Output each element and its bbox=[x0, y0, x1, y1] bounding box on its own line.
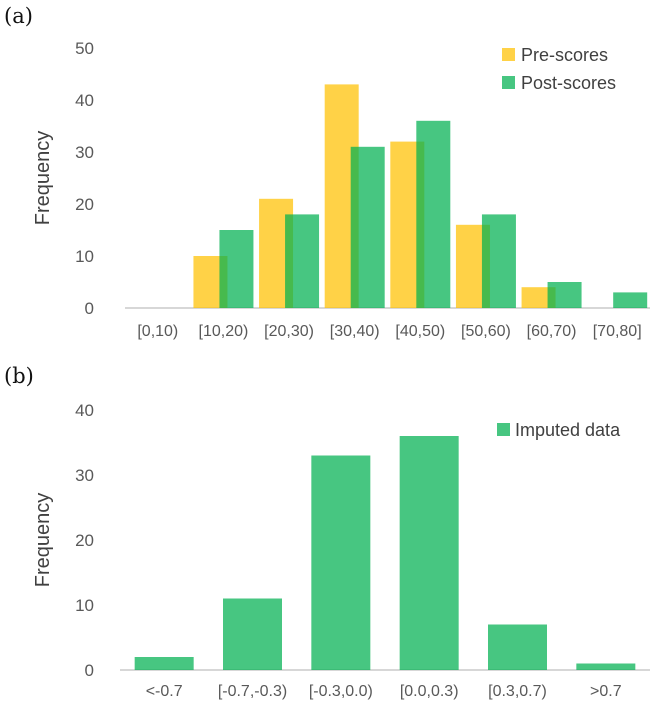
legend-swatch-post bbox=[502, 76, 515, 89]
x-tick-label: [0.3,0.7) bbox=[488, 683, 547, 700]
x-tick-label: [70,80] bbox=[593, 323, 642, 340]
x-tick-label: [10,20) bbox=[199, 323, 249, 340]
bar-post-3 bbox=[350, 146, 385, 308]
bar-post-6 bbox=[547, 282, 582, 308]
legend-swatch-pre bbox=[502, 48, 515, 61]
bar-pre-6 bbox=[521, 287, 556, 308]
y-tick-label: 0 bbox=[85, 299, 94, 318]
bar-imputed-4 bbox=[488, 624, 547, 670]
x-tick-label: [30,40) bbox=[330, 323, 380, 340]
x-tick-label: [0,10) bbox=[137, 323, 178, 340]
y-tick-label: 10 bbox=[75, 596, 94, 615]
legend-label-imputed: Imputed data bbox=[515, 420, 621, 440]
bar-imputed-5 bbox=[576, 663, 636, 670]
legend-label-pre: Pre-scores bbox=[521, 45, 608, 65]
bar-post-5 bbox=[481, 214, 516, 308]
legend-label-post: Post-scores bbox=[521, 73, 616, 93]
chart-b: 0 10 20 30 40 <-0.7 [-0.7,-0.3) [-0.3,0.0) [0.0,… bbox=[32, 401, 650, 700]
bar-imputed-3 bbox=[399, 436, 459, 670]
y-tick-label: 20 bbox=[75, 531, 94, 550]
y-tick-label: 40 bbox=[75, 91, 94, 110]
x-tick-label: [0.0,0.3) bbox=[400, 683, 459, 700]
y-axis-label: Frequency bbox=[32, 131, 54, 226]
x-tick-label: <-0.7 bbox=[146, 683, 183, 700]
bar-post-1 bbox=[219, 230, 254, 308]
x-tick-label: [-0.3,0.0) bbox=[309, 683, 373, 700]
legend-swatch-imputed bbox=[497, 423, 510, 436]
y-tick-label: 30 bbox=[75, 466, 94, 485]
bar-post-7 bbox=[613, 292, 648, 308]
bar-imputed-0 bbox=[134, 657, 194, 670]
x-tick-label: >0.7 bbox=[590, 683, 622, 700]
x-tick-label: [20,30) bbox=[264, 323, 314, 340]
x-tick-label: [60,70) bbox=[527, 323, 577, 340]
panel-b-label: (b) bbox=[4, 364, 34, 388]
x-tick-label: [50,60) bbox=[461, 323, 511, 340]
y-tick-label: 50 bbox=[75, 39, 94, 58]
y-tick-label: 30 bbox=[75, 143, 94, 162]
y-tick-label: 0 bbox=[85, 661, 94, 680]
bar-imputed-2 bbox=[311, 455, 371, 670]
bar-imputed-1 bbox=[223, 598, 282, 670]
y-tick-label: 10 bbox=[75, 247, 94, 266]
y-tick-label: 40 bbox=[75, 401, 94, 420]
y-axis-label: Frequency bbox=[32, 493, 54, 588]
chart-a: 0 10 20 30 40 50 [0,10) [10,20) [20,30) [30,40) [4… bbox=[32, 39, 650, 340]
bar-post-4 bbox=[416, 120, 451, 308]
y-tick-label: 20 bbox=[75, 195, 94, 214]
x-tick-label: [40,50) bbox=[395, 323, 445, 340]
bar-post-2 bbox=[285, 214, 320, 308]
x-tick-label: [-0.7,-0.3) bbox=[218, 683, 287, 700]
panel-a-label: (a) bbox=[4, 4, 33, 28]
